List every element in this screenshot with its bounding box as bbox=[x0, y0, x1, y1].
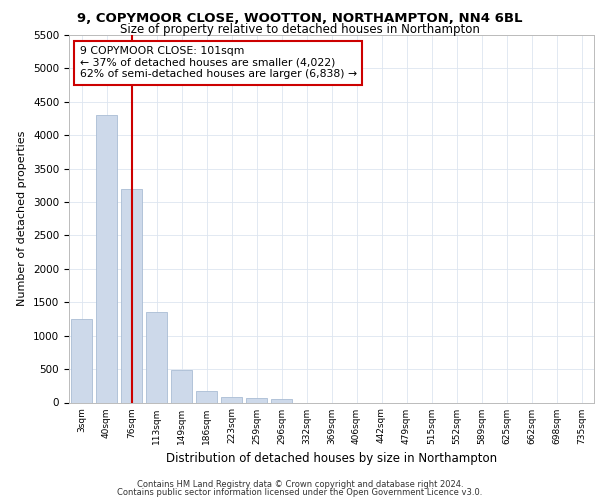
Text: 9, COPYMOOR CLOSE, WOOTTON, NORTHAMPTON, NN4 6BL: 9, COPYMOOR CLOSE, WOOTTON, NORTHAMPTON,… bbox=[77, 12, 523, 26]
Text: Contains HM Land Registry data © Crown copyright and database right 2024.: Contains HM Land Registry data © Crown c… bbox=[137, 480, 463, 489]
Text: Contains public sector information licensed under the Open Government Licence v3: Contains public sector information licen… bbox=[118, 488, 482, 497]
Y-axis label: Number of detached properties: Number of detached properties bbox=[17, 131, 28, 306]
Bar bbox=[196, 391, 217, 402]
Bar bbox=[146, 312, 167, 402]
Bar bbox=[171, 370, 192, 402]
Text: 9 COPYMOOR CLOSE: 101sqm
← 37% of detached houses are smaller (4,022)
62% of sem: 9 COPYMOOR CLOSE: 101sqm ← 37% of detach… bbox=[79, 46, 356, 79]
Text: Size of property relative to detached houses in Northampton: Size of property relative to detached ho… bbox=[120, 22, 480, 36]
Bar bbox=[246, 398, 267, 402]
Bar bbox=[96, 115, 117, 403]
X-axis label: Distribution of detached houses by size in Northampton: Distribution of detached houses by size … bbox=[166, 452, 497, 465]
Bar bbox=[71, 319, 92, 402]
Bar bbox=[121, 188, 142, 402]
Bar bbox=[221, 397, 242, 402]
Bar bbox=[271, 400, 292, 402]
